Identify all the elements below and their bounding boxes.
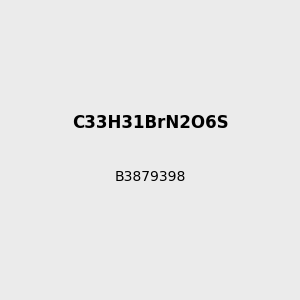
Text: B3879398: B3879398	[114, 170, 186, 184]
Text: C33H31BrN2O6S: C33H31BrN2O6S	[72, 114, 228, 132]
